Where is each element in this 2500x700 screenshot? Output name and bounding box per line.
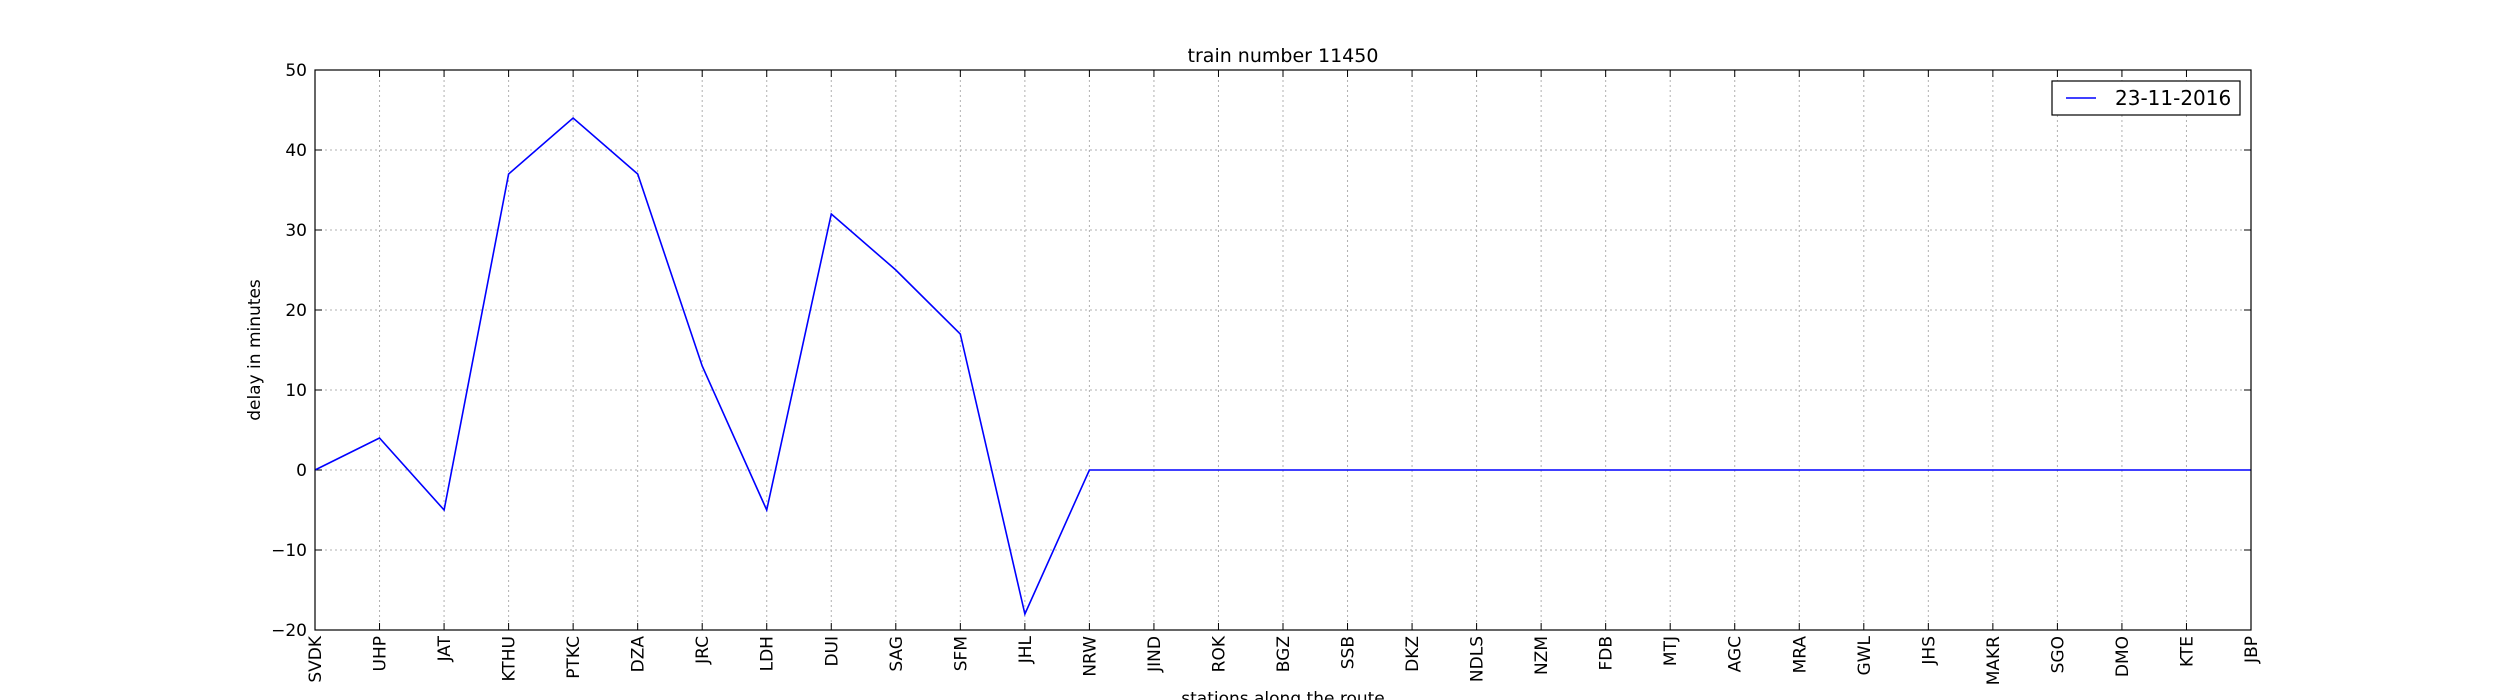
x-tick-label: JIND	[1145, 636, 1165, 673]
plot-frame	[314, 69, 2252, 631]
x-tick-label: NDLS	[1468, 636, 1488, 682]
series-line	[314, 116, 2251, 617]
x-tick-label: SAG	[887, 636, 907, 672]
x-axis: SVDK UHP JAT KTHU PTKC DZA JRC LDH DUI SAG SFM JHL N…	[306, 70, 2262, 685]
y-tick-label: 30	[285, 221, 307, 241]
x-tick-label: PTKC	[564, 636, 584, 679]
y-tick-label: 40	[285, 141, 307, 161]
x-tick-label: FDB	[1597, 636, 1617, 671]
x-tick-label: AGC	[1726, 636, 1746, 672]
y-tick-label: 10	[285, 381, 307, 401]
y-tick-label: −10	[271, 541, 307, 561]
y-axis: −20 −10 0 10 20 30 40 50	[271, 61, 2251, 641]
y-tick-label: 0	[296, 461, 307, 481]
x-tick-label: KTHU	[500, 636, 520, 681]
y-tick-label: −20	[271, 621, 307, 641]
chart-title: train number 11450	[1188, 45, 1379, 67]
x-tick-label: JHL	[1016, 635, 1036, 664]
x-tick-label: ROK	[1209, 635, 1229, 672]
legend: 23-11-2016	[2051, 80, 2241, 116]
x-tick-label: DUI	[822, 636, 842, 667]
x-tick-label: SVDK	[306, 635, 326, 683]
x-tick-label: SFM	[951, 636, 971, 671]
x-tick-label: JAT	[435, 635, 455, 662]
grid	[314, 69, 2252, 631]
x-tick-label: LDH	[758, 636, 778, 671]
x-tick-label: GWL	[1855, 635, 1875, 675]
x-axis-label: stations along the route	[1181, 689, 1385, 700]
x-tick-label: DMO	[2113, 636, 2133, 677]
y-tick-label: 20	[285, 301, 307, 321]
x-tick-label: DZA	[629, 636, 649, 673]
x-tick-label: JRC	[693, 636, 713, 665]
x-tick-label: MRA	[1790, 636, 1810, 674]
legend-label: 23-11-2016	[2115, 86, 2231, 110]
y-tick-label: 50	[285, 61, 307, 81]
x-tick-label: DKZ	[1403, 636, 1423, 672]
x-tick-label: SGO	[2048, 636, 2068, 673]
x-tick-label: JHS	[1919, 636, 1939, 666]
x-tick-label: NZM	[1532, 636, 1552, 675]
x-tick-label: UHP	[371, 636, 391, 671]
x-tick-label: SSB	[1339, 636, 1359, 669]
x-tick-label: BGZ	[1274, 636, 1294, 672]
x-tick-label: MTJ	[1661, 636, 1681, 666]
x-tick-label: KTE	[2177, 636, 2197, 667]
x-tick-label: NRW	[1080, 636, 1100, 677]
y-axis-label: delay in minutes	[245, 279, 265, 421]
x-tick-label: JBP	[2242, 636, 2262, 664]
x-tick-label: MAKR	[1984, 636, 2004, 685]
